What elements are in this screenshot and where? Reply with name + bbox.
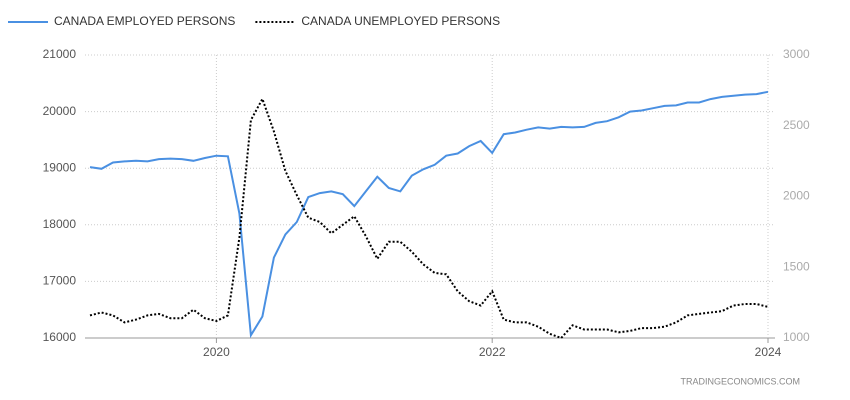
- y-tick-label: 20000: [43, 104, 77, 118]
- series-line: [89, 90, 769, 339]
- legend-label: CANADA EMPLOYED PERSONS: [54, 14, 235, 28]
- y-tick-label: 21000: [43, 47, 77, 61]
- y2-tick-label: 3000: [783, 47, 810, 61]
- y-tick-label: 18000: [43, 217, 77, 231]
- series-line: [89, 96, 769, 340]
- y-tick-label: 19000: [43, 160, 77, 174]
- y-tick-label: 16000: [43, 330, 77, 344]
- x-tick-label: 2020: [203, 345, 230, 359]
- y-tick-label: 17000: [43, 274, 77, 288]
- y2-tick-label: 1000: [783, 330, 810, 344]
- y2-tick-label: 2500: [783, 118, 810, 132]
- watermark: TRADINGECONOMICS.COM: [680, 376, 800, 386]
- y2-tick-label: 1500: [783, 259, 810, 273]
- legend-label: CANADA UNEMPLOYED PERSONS: [301, 14, 500, 28]
- y2-tick-label: 2000: [783, 189, 810, 203]
- x-tick-label: 2022: [479, 345, 506, 359]
- x-tick-label: 2024: [755, 345, 782, 359]
